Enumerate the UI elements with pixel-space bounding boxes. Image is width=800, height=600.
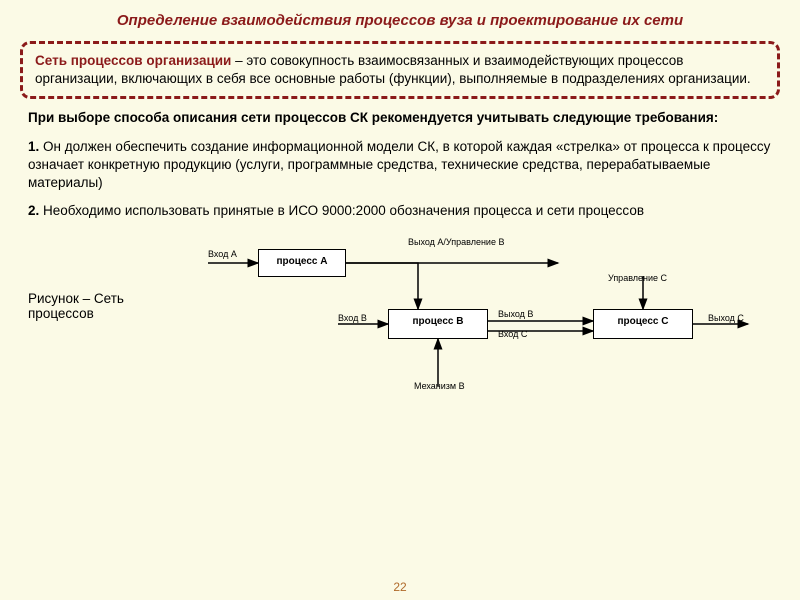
req1-text: Он должен обеспечить создание информацио… [28, 139, 770, 190]
req2-text: Необходимо использовать принятые в ИСО 9… [39, 203, 644, 218]
diagram-label-mechB: Механизм B [414, 381, 465, 391]
requirement-1: 1. Он должен обеспечить создание информа… [28, 138, 772, 193]
diagram-label-inB: Вход B [338, 313, 367, 323]
diagram-label-inC: Вход С [498, 329, 527, 339]
diagram-label-outA: Выход A/Управление B [408, 237, 504, 247]
requirement-2: 2. Необходимо использовать принятые в ИС… [28, 202, 772, 220]
process-box-b: процесс B [388, 309, 488, 339]
diagram-label-outC: Выход С [708, 313, 744, 323]
process-network-diagram: процесс A процесс B процесс C Вход A Выход … [198, 231, 758, 401]
process-box-a: процесс A [258, 249, 346, 277]
figure-caption: Рисунок – Сеть процессов [28, 291, 158, 321]
body-text: При выборе способа описания сети процесс… [28, 109, 772, 220]
page-number: 22 [393, 580, 406, 594]
page-title: Определение взаимодействия процессов вуз… [0, 0, 800, 37]
requirements-intro: При выборе способа описания сети процесс… [28, 109, 772, 127]
definition-term: Сеть процессов организации [35, 53, 231, 68]
req2-number: 2. [28, 203, 39, 218]
arrow-1 [346, 263, 418, 309]
diagram-label-outB: Выход B [498, 309, 533, 319]
req1-number: 1. [28, 139, 39, 154]
figure-area: Рисунок – Сеть процессов процесс Aпроцес… [28, 231, 772, 401]
definition-box: Сеть процессов организации – это совокуп… [20, 41, 780, 99]
diagram-label-inA: Вход A [208, 249, 237, 259]
diagram-label-ctrlC: Управление С [608, 273, 667, 283]
process-box-c: процесс C [593, 309, 693, 339]
